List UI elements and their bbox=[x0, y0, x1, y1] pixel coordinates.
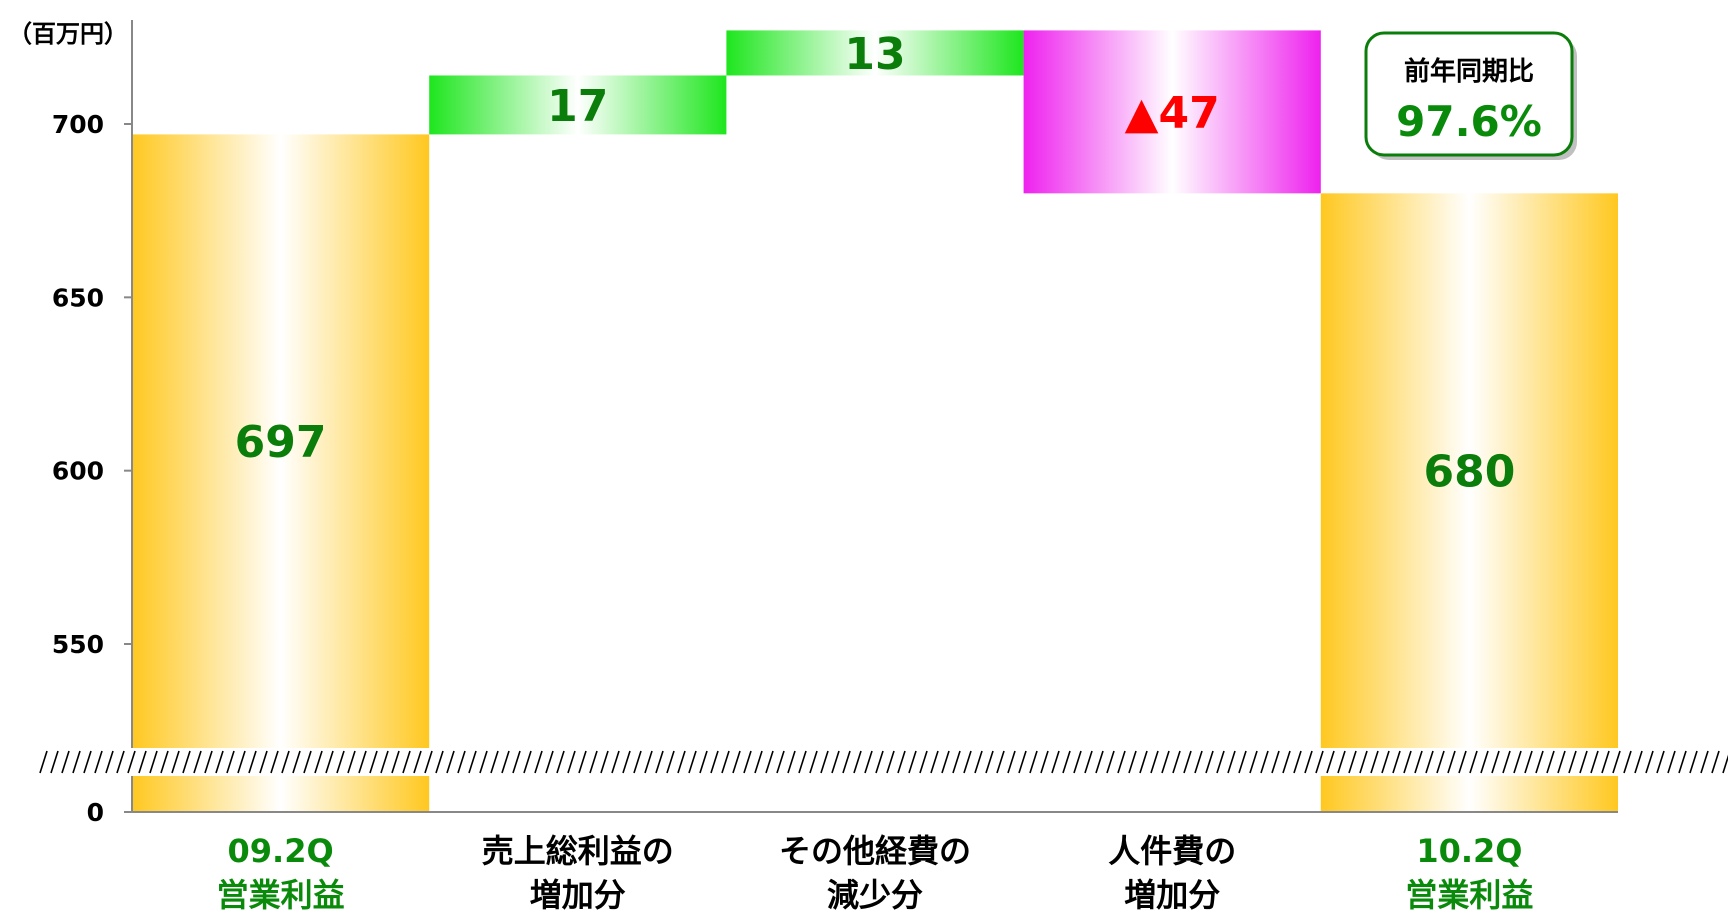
category-line: 営業利益 bbox=[1405, 876, 1533, 914]
bar-4 bbox=[1320, 193, 1618, 749]
category-line: 09.2Q bbox=[228, 832, 334, 870]
badge-value: 97.6% bbox=[1396, 97, 1542, 146]
data-label-4: 680 bbox=[1423, 447, 1515, 498]
category-line: 営業利益 bbox=[217, 876, 345, 914]
category-label-3: 人件費の増加分 bbox=[1108, 832, 1236, 914]
data-label-3: ▲47 bbox=[1125, 88, 1220, 139]
yoy-badge: 前年同期比 97.6% bbox=[1364, 31, 1577, 160]
data-label-1: 17 bbox=[547, 81, 608, 132]
y-tick-label: 700 bbox=[52, 110, 104, 139]
y-tick-label: 550 bbox=[52, 630, 104, 659]
bar-1 bbox=[429, 75, 727, 135]
bar-0-lower bbox=[132, 776, 430, 812]
data-label-2: 13 bbox=[844, 29, 905, 80]
category-line: 増加分 bbox=[530, 876, 626, 914]
bar-3 bbox=[1023, 30, 1321, 194]
badge-title: 前年同期比 bbox=[1404, 56, 1534, 87]
data-label-0: 697 bbox=[235, 417, 327, 468]
category-label-4: 10.2Q 営業利益 bbox=[1405, 832, 1533, 914]
category-label-2: その他経費の減少分 bbox=[779, 832, 971, 914]
y-tick-label: 0 bbox=[87, 798, 104, 827]
category-label-0: 09.2Q 営業利益 bbox=[217, 832, 345, 914]
category-line: その他経費の bbox=[779, 832, 971, 870]
y-tick-label: 650 bbox=[52, 283, 104, 312]
axis-break-hatching bbox=[39, 750, 1728, 774]
category-line: 減少分 bbox=[827, 876, 923, 914]
unit-label: （百万円） bbox=[8, 20, 128, 48]
category-line: 10.2Q bbox=[1416, 832, 1522, 870]
bar-0 bbox=[132, 134, 430, 748]
bar-2 bbox=[726, 30, 1024, 76]
category-line: 売上総利益の bbox=[482, 832, 674, 870]
bar-4-lower bbox=[1320, 776, 1618, 812]
category-label-1: 売上総利益の増加分 bbox=[482, 832, 674, 914]
category-line: 人件費の bbox=[1108, 832, 1236, 870]
category-line: 増加分 bbox=[1124, 876, 1220, 914]
y-tick-label: 600 bbox=[52, 457, 104, 486]
